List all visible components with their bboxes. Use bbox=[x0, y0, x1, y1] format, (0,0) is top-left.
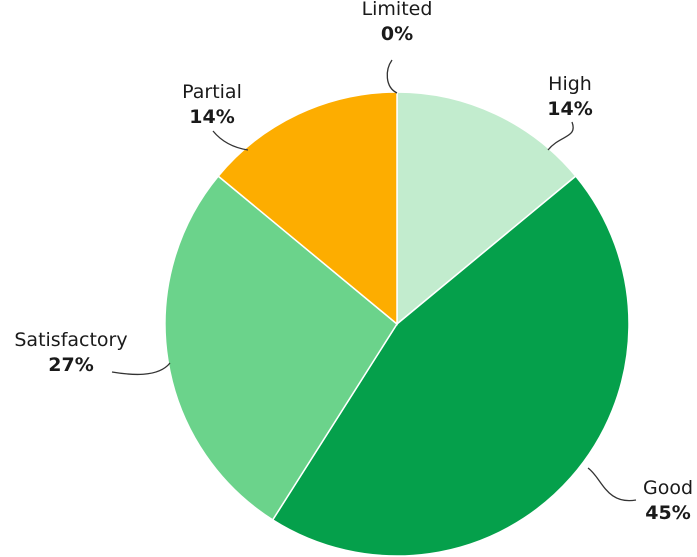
slice-value-partial: 14% bbox=[189, 106, 234, 128]
leader-line-satisfactory bbox=[111, 362, 171, 376]
slice-value-good: 45% bbox=[645, 502, 690, 524]
slice-value-satisfactory: 27% bbox=[48, 354, 93, 376]
pie-slice-satisfactory bbox=[164, 175, 398, 521]
leader-line-good bbox=[587, 467, 637, 502]
pie-slice-good bbox=[271, 175, 630, 557]
leader-line-high bbox=[547, 121, 574, 151]
slice-label-high: High bbox=[548, 73, 592, 95]
slice-label-good: Good bbox=[643, 477, 693, 499]
slice-labels: High 14% Good 45% Satisfactory 27% Partial 14% L… bbox=[14, 0, 693, 524]
pie-slice-partial bbox=[217, 91, 398, 326]
leader-lines bbox=[111, 59, 637, 502]
slice-value-high: 14% bbox=[547, 98, 592, 120]
pie-slice-high bbox=[396, 91, 577, 326]
slice-label-limited: Limited bbox=[362, 0, 433, 20]
slice-label-satisfactory: Satisfactory bbox=[14, 329, 127, 351]
slice-value-limited: 0% bbox=[381, 23, 413, 45]
slice-label-partial: Partial bbox=[182, 81, 242, 103]
leader-line-partial bbox=[212, 130, 249, 151]
leader-line-limited bbox=[386, 59, 398, 94]
pie-slices bbox=[164, 91, 630, 557]
